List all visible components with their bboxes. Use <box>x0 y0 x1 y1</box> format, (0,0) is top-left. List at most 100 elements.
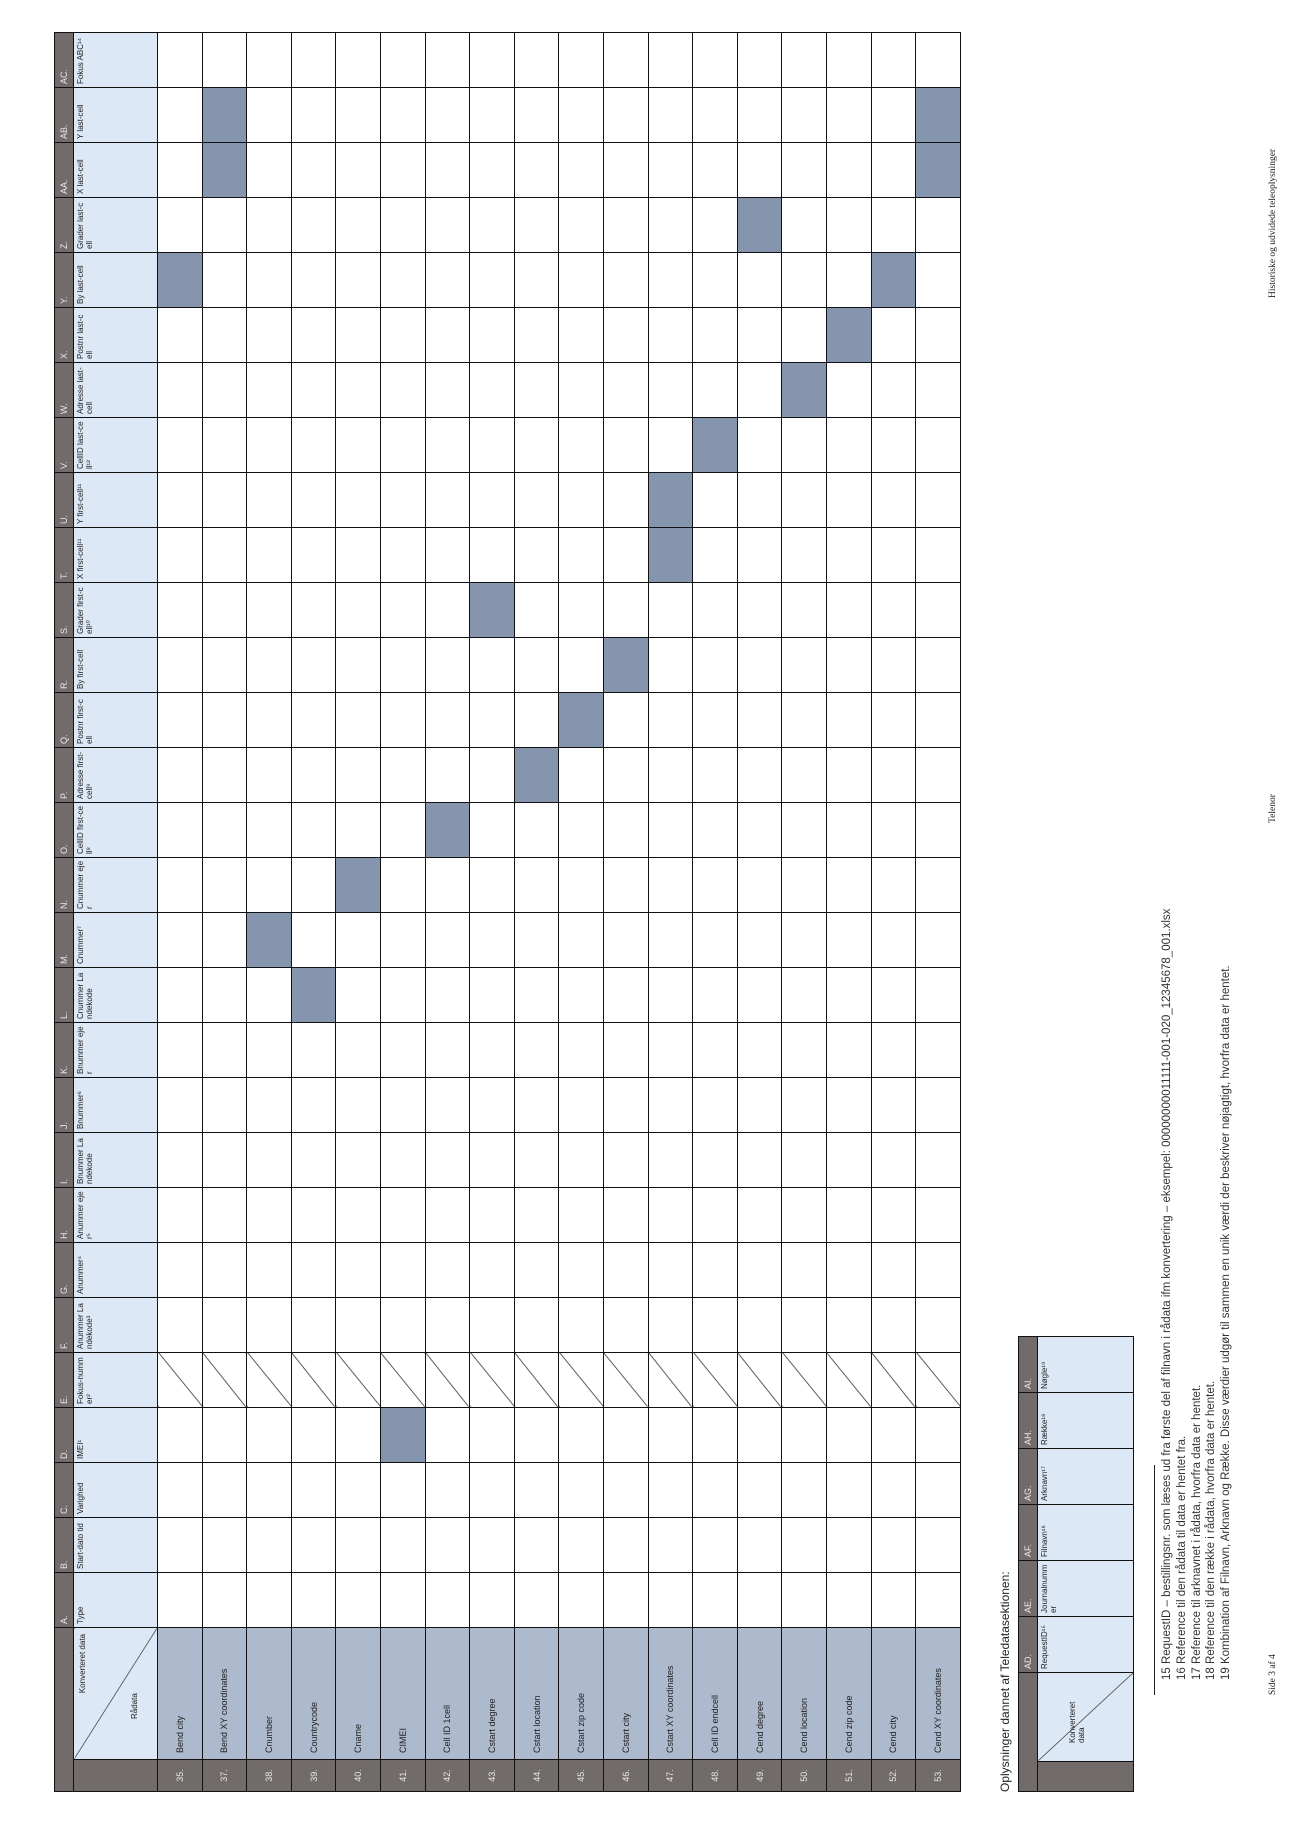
table-cell <box>335 1242 381 1298</box>
table-cell <box>157 197 203 253</box>
table-cell <box>558 87 604 143</box>
table-cell <box>915 362 961 418</box>
table-cell <box>915 307 961 363</box>
marked-cell <box>692 417 738 473</box>
table-cell <box>469 1077 515 1133</box>
table-cell <box>648 1407 693 1463</box>
table-cell <box>335 252 381 308</box>
marked-cell <box>335 857 381 913</box>
column-header: X first-cell¹¹ <box>73 527 158 583</box>
table-cell <box>291 1187 336 1243</box>
table-cell <box>781 1462 827 1518</box>
row-label: Cend location <box>781 1627 827 1760</box>
table-cell <box>737 472 782 528</box>
section-heading: Oplysninger dannet af Teledatasektionen: <box>998 1571 1012 1792</box>
table-cell <box>380 87 426 143</box>
table-cell <box>380 857 426 913</box>
table-cell <box>291 197 336 253</box>
table-cell <box>781 32 827 88</box>
table-cell <box>469 1407 515 1463</box>
table-cell <box>558 197 604 253</box>
table-cell <box>737 967 782 1023</box>
table-cell <box>291 1572 336 1628</box>
table-cell <box>603 1462 649 1518</box>
table-cell <box>648 417 693 473</box>
table-row: 41. CIMEI <box>380 32 426 1792</box>
table-cell <box>737 802 782 858</box>
table-cell <box>737 857 782 913</box>
marked-cell <box>915 87 961 143</box>
table-cell <box>425 142 470 198</box>
row-label: Cnumber <box>246 1627 292 1760</box>
table-cell <box>335 417 381 473</box>
table-cell <box>781 197 827 253</box>
table-cell <box>826 142 871 198</box>
column-letter: AA. <box>54 142 74 198</box>
table-cell <box>692 692 738 748</box>
table-cell <box>425 1462 470 1518</box>
table-cell <box>648 1517 693 1573</box>
table-cell <box>648 747 693 803</box>
table-cell <box>781 472 827 528</box>
page-number: Side 3 af 4 <box>1268 1654 1278 1695</box>
table-cell <box>915 802 961 858</box>
row-number: 50. <box>781 1759 827 1792</box>
table-cell <box>871 32 916 88</box>
column-letter: Q. <box>54 692 74 748</box>
table-cell <box>915 637 961 693</box>
row-label: Cstart zip code <box>558 1627 604 1760</box>
table-cell <box>826 87 871 143</box>
table-cell <box>425 197 470 253</box>
table-cell <box>335 362 381 418</box>
table-cell <box>603 1187 649 1243</box>
table-cell <box>648 802 693 858</box>
table-cell <box>469 967 515 1023</box>
table-cell <box>915 1022 961 1078</box>
table-cell <box>335 1077 381 1133</box>
table-cell <box>380 967 426 1023</box>
column-header: Journalnummer <box>1037 1560 1134 1617</box>
column-header: By last-cell <box>73 252 158 308</box>
table-cell <box>558 912 604 968</box>
table-cell <box>603 1517 649 1573</box>
row-number: 40. <box>335 1759 381 1792</box>
row-label: Bend XY coordinates <box>202 1627 247 1760</box>
table-cell <box>692 637 738 693</box>
table-cell <box>915 967 961 1023</box>
table-cell <box>469 362 515 418</box>
table-cell <box>514 87 559 143</box>
table-cell <box>514 527 559 583</box>
table-cell <box>425 582 470 638</box>
row-number-header <box>1037 1761 1134 1792</box>
column-letter: R. <box>54 637 74 693</box>
table-cell <box>469 32 515 88</box>
table-cell <box>291 307 336 363</box>
table-cell <box>781 582 827 638</box>
not-applicable-cell <box>915 1352 961 1408</box>
table-row: 43. Cstart degree <box>469 32 515 1792</box>
table-cell <box>157 1407 203 1463</box>
table-cell <box>425 87 470 143</box>
marked-cell <box>737 197 782 253</box>
table-row: 42. Cell ID 1cell <box>425 32 470 1792</box>
table-cell <box>692 802 738 858</box>
table-cell <box>157 637 203 693</box>
table-cell <box>469 1187 515 1243</box>
table-cell <box>871 747 916 803</box>
row-number-header <box>73 1759 158 1792</box>
table-cell <box>469 1572 515 1628</box>
table-cell <box>915 1187 961 1243</box>
table-cell <box>871 1022 916 1078</box>
table-cell <box>246 472 292 528</box>
table-cell <box>425 32 470 88</box>
table-cell <box>915 692 961 748</box>
table-cell <box>826 857 871 913</box>
table-cell <box>380 472 426 528</box>
footnote-divider <box>1154 1465 1155 1695</box>
table-cell <box>826 472 871 528</box>
table-cell <box>380 32 426 88</box>
column-letter: U. <box>54 472 74 528</box>
table-cell <box>692 1187 738 1243</box>
table-cell <box>157 1572 203 1628</box>
table-cell <box>202 307 247 363</box>
